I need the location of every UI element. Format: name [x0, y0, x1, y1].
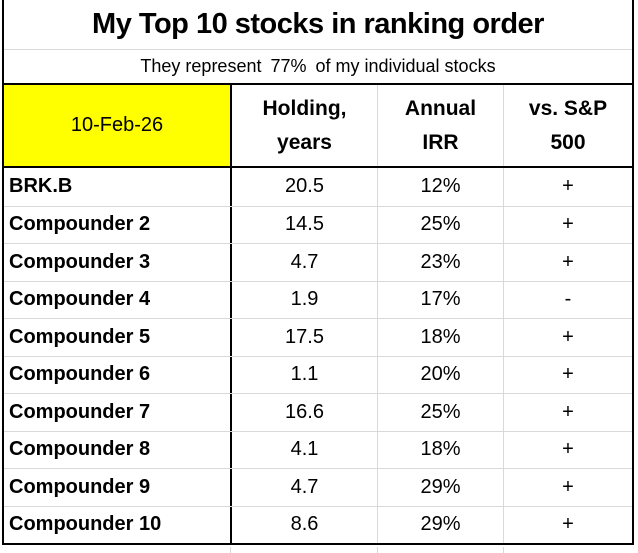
stock-name-cell: BRK.B [4, 168, 232, 206]
table-subtitle: They represent 77% of my individual stoc… [4, 50, 632, 85]
page-title: My Top 10 stocks in ranking order [4, 0, 632, 50]
annual-irr-cell: 29% [378, 469, 504, 506]
holding-years-cell: 4.1 [232, 431, 378, 468]
vs-sp500-cell: + [562, 475, 574, 498]
header-irr-line1: Annual [404, 96, 477, 120]
holding-years-cell: 16.6 [232, 394, 378, 431]
table-row: Compounder 8 4.1 18% + [4, 430, 632, 468]
header-annual-irr: Annual IRR [378, 85, 504, 166]
date-label: 10-Feb-26 [70, 114, 164, 136]
table-row: BRK.B 20.5 12% + [4, 168, 632, 206]
annual-irr-cell: 20% [378, 356, 504, 393]
vs-sp500-cell: + [562, 513, 574, 536]
vs-sp500-cell: + [562, 325, 574, 348]
annual-irr-cell: 18% [378, 319, 504, 356]
stock-name-cell: Compounder 8 [4, 431, 232, 468]
stock-name-cell: Compounder 10 [4, 506, 232, 543]
annual-irr-cell: 25% [378, 206, 504, 243]
table-row: Compounder 7 16.6 25% + [4, 393, 632, 431]
header-holding-line1: Holding, [262, 96, 347, 120]
header-holding-years: Holding, years [232, 85, 378, 166]
stock-name-cell: Compounder 5 [4, 319, 232, 356]
stock-name-cell: Compounder 7 [4, 394, 232, 431]
table-row: Compounder 4 1.9 17% - [4, 280, 632, 318]
stock-name-cell: Compounder 2 [4, 206, 232, 243]
header-holding-line2: years [277, 130, 332, 154]
table-sheet: My Top 10 stocks in ranking order They r… [2, 0, 634, 545]
header-vs-sp500: vs. S&P 500 [504, 85, 632, 166]
annual-irr-cell: 29% [378, 506, 504, 543]
stock-name-cell: Compounder 3 [4, 244, 232, 281]
annual-irr-cell: 25% [378, 394, 504, 431]
stock-name-cell: Compounder 4 [4, 281, 232, 318]
holding-years-cell: 1.9 [232, 281, 378, 318]
header-row: 10-Feb-26 Holding, years Annual IRR vs. … [4, 85, 632, 168]
gridline-stub [503, 547, 504, 553]
vs-sp500-cell: + [562, 400, 574, 423]
vs-sp500-cell: + [562, 213, 574, 236]
table-row: Compounder 5 17.5 18% + [4, 318, 632, 356]
holding-years-cell: 14.5 [232, 206, 378, 243]
stock-name-cell: Compounder 6 [4, 356, 232, 393]
table-body: BRK.B 20.5 12% + Compounder 2 14.5 25% +… [4, 168, 632, 543]
vs-sp500-cell: + [562, 438, 574, 461]
holding-years-cell: 4.7 [232, 244, 378, 281]
vs-sp500-cell: + [562, 175, 574, 198]
vs-sp500-cell: + [562, 250, 574, 273]
annual-irr-cell: 12% [378, 168, 504, 206]
subtitle-percentage: 77% [270, 56, 307, 76]
vs-sp500-cell: + [562, 363, 574, 386]
holding-years-cell: 8.6 [232, 506, 378, 543]
holding-years-cell: 20.5 [232, 168, 378, 206]
subtitle-prefix: They represent [140, 56, 262, 76]
header-irr-line2: IRR [422, 130, 459, 154]
header-sp-line2: 500 [550, 130, 586, 154]
table-row: Compounder 6 1.1 20% + [4, 355, 632, 393]
annual-irr-cell: 23% [378, 244, 504, 281]
subtitle-suffix: of my individual stocks [315, 56, 496, 76]
holding-years-cell: 4.7 [232, 469, 378, 506]
gridline-stub [230, 547, 231, 553]
header-sp-line1: vs. S&P [528, 96, 608, 120]
annual-irr-cell: 18% [378, 431, 504, 468]
table-row: Compounder 9 4.7 29% + [4, 468, 632, 506]
table-row: Compounder 10 8.6 29% + [4, 505, 632, 543]
table-row: Compounder 2 14.5 25% + [4, 205, 632, 243]
date-cell: 10-Feb-26 [4, 85, 232, 166]
holding-years-cell: 1.1 [232, 356, 378, 393]
gridline-stub [377, 547, 378, 553]
holding-years-cell: 17.5 [232, 319, 378, 356]
table-row: Compounder 3 4.7 23% + [4, 243, 632, 281]
annual-irr-cell: 17% [378, 281, 504, 318]
vs-sp500-cell: - [564, 288, 572, 311]
stock-name-cell: Compounder 9 [4, 469, 232, 506]
